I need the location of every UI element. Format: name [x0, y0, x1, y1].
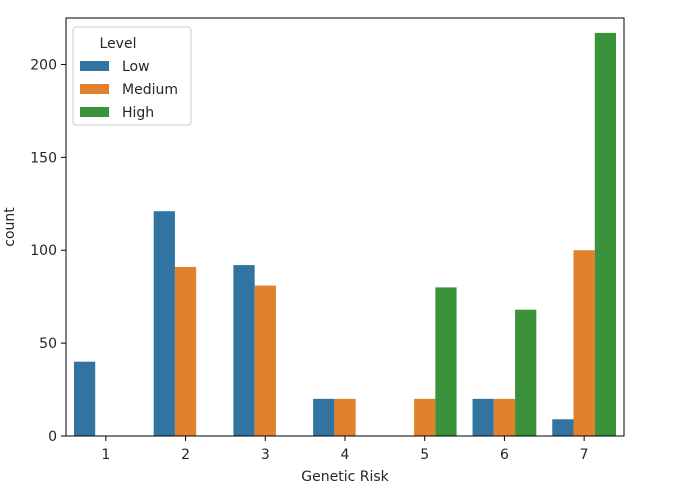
x-tick-label: 7: [580, 447, 589, 463]
legend-swatch-low: [80, 61, 109, 71]
x-axis: 1 2 3 4 5 6 7: [101, 436, 589, 463]
y-axis-label: count: [2, 207, 18, 247]
bar-low-7: [552, 419, 574, 436]
x-tick-label: 6: [500, 447, 509, 463]
x-tick-label: 5: [420, 447, 429, 463]
bars-layer: [73, 32, 617, 437]
x-tick-label: 4: [341, 447, 350, 463]
bar-low-3: [233, 265, 255, 436]
y-tick-label: 100: [30, 243, 57, 259]
x-tick-label: 3: [261, 447, 270, 463]
bar-low-4: [313, 398, 335, 436]
legend: Level Low Medium High: [72, 26, 192, 126]
bar-medium-2: [174, 266, 197, 436]
bar-low-1: [73, 361, 96, 436]
legend-swatch-medium: [80, 84, 109, 94]
bar-medium-6: [493, 398, 516, 436]
bar-high-7: [594, 32, 617, 437]
legend-swatch-high: [80, 107, 109, 117]
y-tick-label: 200: [30, 57, 57, 73]
x-tick-label: 1: [101, 447, 110, 463]
bar-high-5: [435, 287, 457, 436]
legend-label-medium: Medium: [122, 82, 178, 98]
y-tick-label: 150: [30, 150, 57, 166]
bar-medium-3: [254, 285, 276, 436]
y-tick-label: 0: [48, 429, 57, 445]
bar-low-2: [153, 211, 175, 436]
bar-medium-7: [573, 250, 595, 436]
legend-title: Level: [100, 36, 137, 52]
bar-low-6: [472, 398, 494, 436]
y-axis: 0 50 100 150 200: [30, 57, 66, 445]
x-axis-label: Genetic Risk: [301, 469, 389, 485]
bar-medium-4: [334, 398, 356, 436]
legend-items: Low Medium High: [80, 59, 178, 121]
legend-label-low: Low: [122, 59, 150, 75]
legend-label-high: High: [122, 105, 154, 121]
y-tick-label: 50: [39, 336, 57, 352]
legend-box: [72, 26, 192, 126]
bar-medium-5: [414, 398, 436, 436]
bar-high-6: [515, 309, 537, 436]
x-tick-label: 2: [181, 447, 190, 463]
